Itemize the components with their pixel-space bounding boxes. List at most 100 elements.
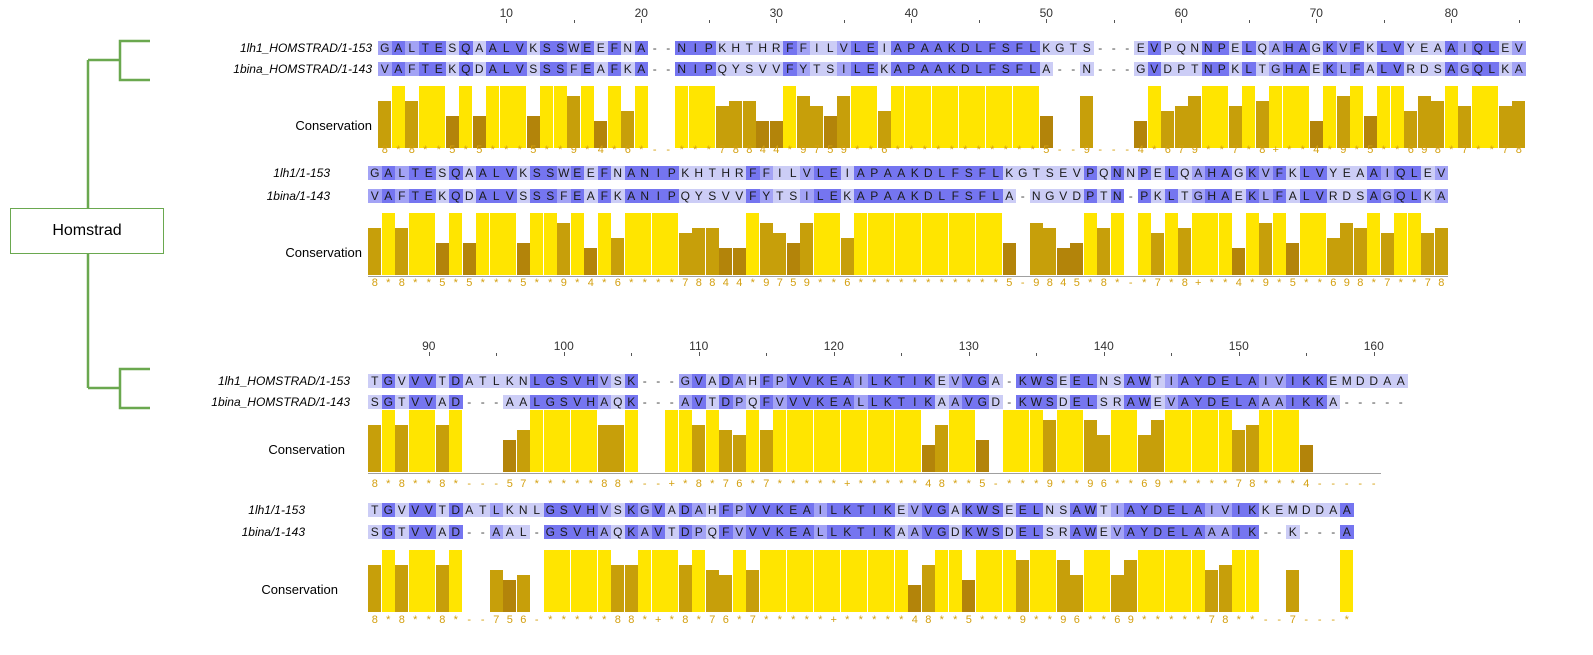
conservation-bar	[1407, 213, 1421, 275]
residue: Q	[1178, 166, 1192, 180]
conservation-bar	[1164, 213, 1178, 275]
conservation-score: *	[872, 277, 877, 289]
conservation-bar	[796, 95, 810, 148]
ruler-tick-mark	[1518, 20, 1520, 23]
conservation-score: *	[939, 277, 944, 289]
residue: L	[1377, 62, 1391, 76]
conservation-bar	[1188, 95, 1201, 148]
residue: L	[827, 503, 841, 517]
conservation-score: *	[963, 144, 968, 156]
residue: K	[503, 503, 517, 517]
conservation-bar	[408, 410, 422, 472]
conservation-score: 8	[1438, 277, 1445, 289]
conservation-bar	[638, 550, 651, 612]
sequence-name[interactable]: 1bina/1-143	[241, 525, 305, 539]
conservation-bar	[1080, 95, 1093, 148]
residue: S	[368, 395, 382, 409]
residue: Y	[1137, 525, 1151, 539]
conservation-bar	[611, 424, 624, 472]
conservation-score: *	[1115, 277, 1120, 289]
conservation-score: *	[1169, 614, 1174, 626]
conservation-score: 9	[560, 277, 567, 289]
residue: V	[570, 525, 584, 539]
conservation-bar	[867, 213, 881, 275]
residue: L	[972, 62, 986, 76]
sequence-name[interactable]: 1bina_HOMSTRAD/1-143	[211, 395, 350, 409]
residue: A	[1205, 525, 1219, 539]
residue: E	[1016, 503, 1030, 517]
conservation-score: -	[1128, 277, 1133, 289]
residue: V	[408, 374, 422, 388]
residue: P	[702, 62, 716, 76]
residue: L	[1178, 525, 1192, 539]
residue: Y	[759, 189, 773, 203]
conservation-score: *	[855, 144, 860, 156]
conservation-bar	[948, 213, 962, 275]
residue: K	[1323, 62, 1337, 76]
conservation-bar	[962, 410, 975, 472]
conservation-score: *	[490, 144, 495, 156]
conservation-score: *	[885, 478, 890, 490]
conservation-score: *	[936, 144, 941, 156]
residue: A	[503, 525, 517, 539]
residue: P	[904, 62, 918, 76]
residue: I	[688, 41, 702, 55]
residue: S	[553, 41, 567, 55]
residue: A	[891, 41, 905, 55]
sequence-name[interactable]: 1lh1/1-153	[273, 166, 330, 180]
conservation-score: *	[1115, 478, 1120, 490]
residue: L	[823, 41, 837, 55]
residue: D	[1417, 62, 1431, 76]
residue: K	[516, 166, 530, 180]
conservation-score: 9	[1262, 277, 1269, 289]
conservation-bar	[742, 100, 756, 148]
sequence-name[interactable]: 1lh1/1-153	[248, 503, 305, 517]
residue: E	[1164, 503, 1178, 517]
conservation-bar	[1336, 95, 1350, 148]
residue: E	[1228, 41, 1242, 55]
residue: E	[584, 166, 598, 180]
residue: A	[1272, 395, 1286, 409]
residue: L	[1178, 503, 1192, 517]
residue: E	[1498, 41, 1512, 55]
residue: N	[638, 189, 652, 203]
conservation-bar	[813, 550, 827, 612]
sequence-name[interactable]: 1bina_HOMSTRAD/1-143	[233, 62, 372, 76]
conservation-score: *	[818, 277, 823, 289]
conservation-score: 9	[763, 277, 770, 289]
residue: P	[1174, 62, 1188, 76]
sequence-name[interactable]: 1bina/1-143	[266, 189, 330, 203]
conservation-score: *	[706, 144, 711, 156]
residue: S	[543, 189, 557, 203]
conservation-score: 4	[736, 277, 743, 289]
residue: P	[867, 166, 881, 180]
residue: A	[1286, 189, 1300, 203]
sequence-name[interactable]: 1lh1_HOMSTRAD/1-153	[239, 41, 372, 55]
conservation-bar	[786, 550, 800, 612]
ruler-tick-label: 30	[769, 6, 783, 20]
residue: A	[584, 189, 598, 203]
conservation-score: *	[1381, 144, 1386, 156]
ruler-tick-mark	[978, 20, 980, 23]
residue: P	[1215, 62, 1229, 76]
residue: K	[945, 41, 959, 55]
conservation-bar	[445, 115, 459, 148]
residue: I	[908, 374, 922, 388]
residue: A	[931, 62, 945, 76]
residue: N	[1188, 41, 1202, 55]
sequence-name[interactable]: 1lh1_HOMSTRAD/1-153	[217, 374, 350, 388]
conservation-score: *	[386, 277, 391, 289]
conservation-bar	[945, 86, 958, 148]
ruler-tick-mark	[1373, 352, 1375, 356]
conservation-score: *	[791, 478, 796, 490]
conservation-bar	[462, 242, 476, 275]
conservation-score: 7	[722, 478, 729, 490]
